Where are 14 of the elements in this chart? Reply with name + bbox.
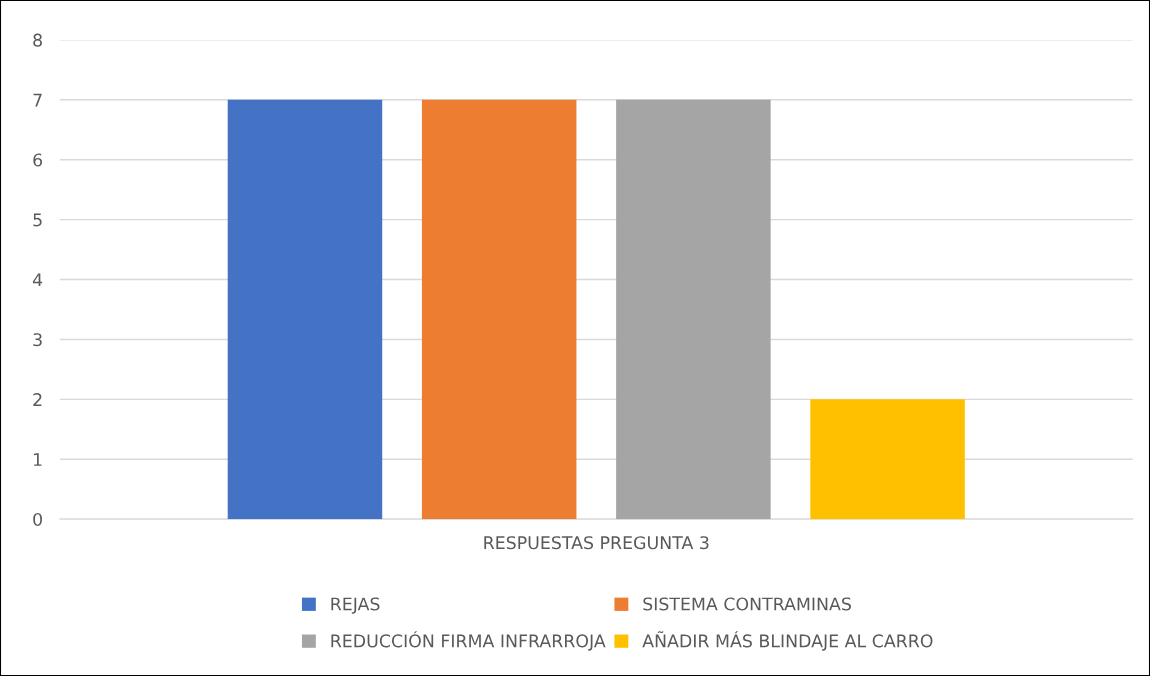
legend-label: REJAS: [331, 597, 380, 614]
y-tick-label: 4: [32, 273, 43, 287]
y-tick-label: 2: [33, 393, 42, 406]
y-tick-label: 7: [33, 93, 42, 107]
y-tick-label: 3: [33, 333, 42, 347]
legend-label: SISTEMA CONTRAMINAS: [643, 597, 851, 611]
y-tick-label: 1: [33, 453, 42, 466]
legend-label: AÑADIR MÁS BLINDAJE AL CARRO: [642, 631, 933, 651]
y-tick-label: 8: [33, 33, 42, 47]
y-tick-label: 0: [33, 512, 42, 527]
legend-label: REDUCCIÓN FIRMA INFRARROJA: [331, 631, 606, 651]
y-tick-label: 6: [33, 153, 43, 167]
x-tick-label: RESPUESTAS PREGUNTA 3: [484, 536, 709, 550]
y-tick-label: 5: [33, 213, 42, 227]
